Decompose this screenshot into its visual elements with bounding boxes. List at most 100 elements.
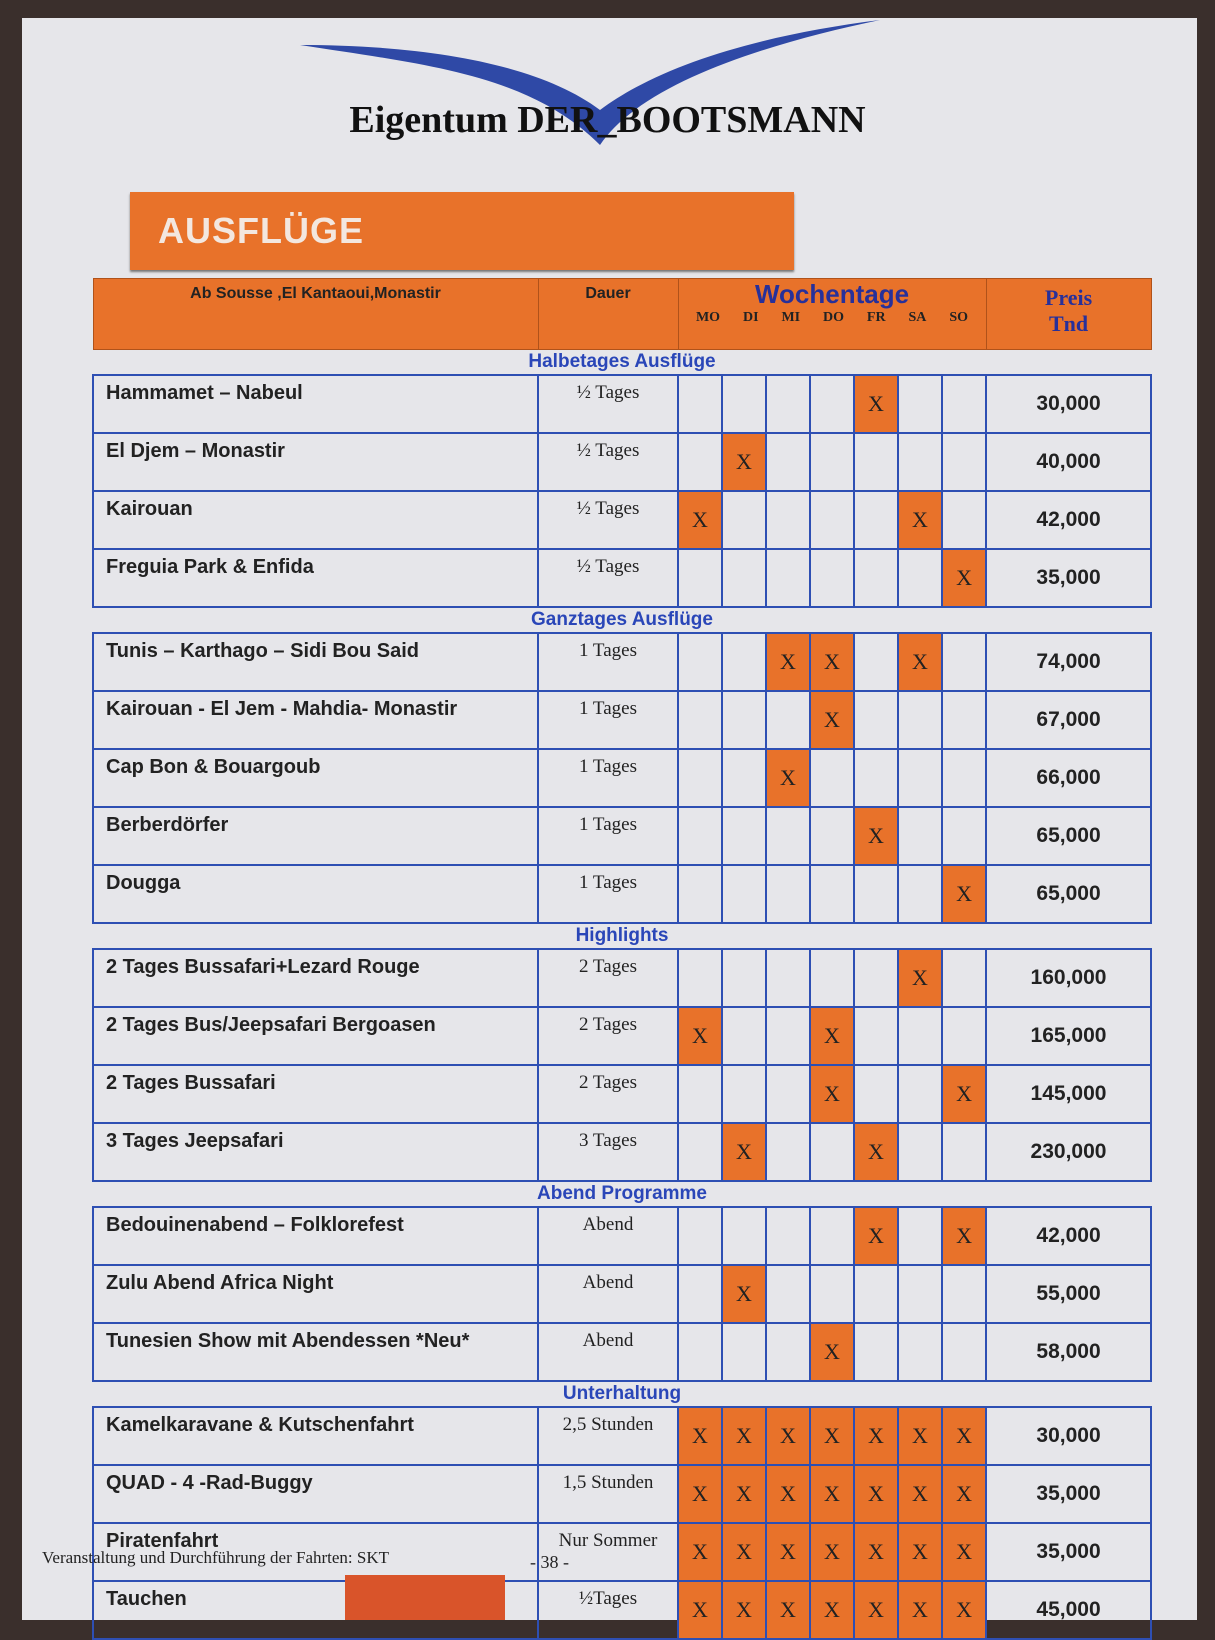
day-cell-mi [765,1006,811,1066]
excursion-price: 30,000 [985,374,1153,434]
day-cell-do: X [809,1580,855,1640]
day-cell-so [940,374,988,434]
day-cell-sa [897,806,943,866]
table-row: 3 Tages Jeepsafari 3 Tages X X 230,000 [92,1122,1153,1182]
excursion-price: 58,000 [985,1322,1153,1382]
day-cell-sa [897,432,943,492]
table-row: Kairouan - El Jem - Mahdia- Monastir 1 Ta… [92,690,1153,750]
excursion-duration: 1 Tages [537,806,679,866]
seagull-logo-icon [300,20,880,145]
excursion-name: 2 Tages Bus/Jeepsafari Bergoasen [92,1006,539,1066]
day-cell-di [721,548,767,608]
table-row: Zulu Abend Africa Night Abend X 55,000 [92,1264,1153,1324]
day-cell-mo [677,748,723,808]
excursion-table: Ab Sousse ,El Kantaoui,Monastir Dauer Wo… [92,278,1153,1640]
table-row: Kairouan ½ Tages X X 42,000 [92,490,1153,550]
excursion-name: Kairouan [92,490,539,550]
table-row: Freguia Park & Enfida ½ Tages X 35,000 [92,548,1153,608]
table-row: QUAD - 4 -Rad-Buggy 1,5 Stunden X X X X X X X 35,… [92,1464,1153,1524]
day-cell-so: X [940,1580,988,1640]
day-cell-di [721,1322,767,1382]
excursion-duration: 2 Tages [537,1064,679,1124]
day-cell-sa [897,748,943,808]
day-cell-mi [765,1322,811,1382]
excursion-name: 3 Tages Jeepsafari [92,1122,539,1182]
day-cell-fr [853,432,899,492]
excursion-name: Berberdörfer [92,806,539,866]
day-cell-mo [677,548,723,608]
day-cell-so: X [940,1406,988,1466]
day-cell-mi [765,1122,811,1182]
excursion-duration: 2 Tages [537,948,679,1008]
excursion-name: Zulu Abend Africa Night [92,1264,539,1324]
price-label: Preis [1044,285,1093,310]
day-cell-sa: X [897,632,943,692]
day-cell-so [940,748,988,808]
day-cell-sa: X [897,948,943,1008]
day-cell-do [809,1122,855,1182]
section-title: Halbetages Ausflüge [528,351,716,372]
day-cell-do: X [809,1064,855,1124]
day-cell-fr [853,948,899,1008]
table-header: Ab Sousse ,El Kantaoui,Monastir Dauer Wo… [92,278,1152,350]
day-cell-fr: X [853,1464,899,1524]
excursion-price: 42,000 [985,1206,1153,1266]
day-cell-so [940,1122,988,1182]
day-cell-mi [765,1064,811,1124]
section-row: Abend Programme [93,1181,1151,1207]
section-title: Abend Programme [537,1183,707,1204]
table-row: Tunesien Show mit Abendessen *Neu* Abend X… [92,1322,1153,1382]
day-cell-so [940,690,988,750]
day-cell-sa [897,1122,943,1182]
day-cell-di [721,948,767,1008]
day-cell-do [809,432,855,492]
excursion-duration: ½ Tages [537,374,679,434]
excursion-duration: 1 Tages [537,690,679,750]
day-cell-fr: X [853,374,899,434]
excursion-duration: 2 Tages [537,1006,679,1066]
day-cell-fr: X [853,806,899,866]
table-row: Berberdörfer 1 Tages X 65,000 [92,806,1153,866]
origin-header: Ab Sousse ,El Kantaoui,Monastir [92,278,539,350]
section-row: Ganztages Ausflüge [93,607,1151,633]
excursion-price: 65,000 [985,864,1153,924]
excursion-name: Bedouinenabend – Folklorefest [92,1206,539,1266]
day-cell-so: X [940,1522,988,1582]
section-title: Unterhaltung [562,1383,682,1404]
day-cell-mo [677,1322,723,1382]
day-cell-mo: X [677,1522,723,1582]
day-cell-mo: X [677,1006,723,1066]
day-cell-sa [897,1206,943,1266]
day-cell-fr: X [853,1522,899,1582]
day-cell-mi [765,490,811,550]
day-label: MO [695,310,721,325]
day-cell-mi: X [765,632,811,692]
excursion-name: QUAD - 4 -Rad-Buggy [92,1464,539,1524]
day-cell-do: X [809,1006,855,1066]
day-cell-mo [677,1206,723,1266]
excursion-name: 2 Tages Bussafari+Lezard Rouge [92,948,539,1008]
page-number: - 38 - [530,1552,569,1572]
day-cell-mi: X [765,1406,811,1466]
day-cell-so: X [940,1064,988,1124]
day-cell-fr [853,490,899,550]
day-cell-di [721,1006,767,1066]
day-cell-di [721,748,767,808]
day-cell-mi: X [765,748,811,808]
day-label: SO [949,310,968,325]
day-cell-fr: X [853,1122,899,1182]
excursion-name: Tunis – Karthago – Sidi Bou Said [92,632,539,692]
excursion-price: 55,000 [985,1264,1153,1324]
excursion-name: Dougga [92,864,539,924]
excursion-name: Tunesien Show mit Abendessen *Neu* [92,1322,539,1382]
day-cell-sa [897,1264,943,1324]
day-cell-mo [677,948,723,1008]
day-cell-do [809,548,855,608]
day-cell-do: X [809,1464,855,1524]
day-labels: MO DI MI DO FR SA SO [679,310,986,326]
excursion-name: Kairouan - El Jem - Mahdia- Monastir [92,690,539,750]
day-cell-mi [765,432,811,492]
day-cell-sa [897,1322,943,1382]
day-cell-di: X [721,1522,767,1582]
day-cell-di: X [721,1406,767,1466]
